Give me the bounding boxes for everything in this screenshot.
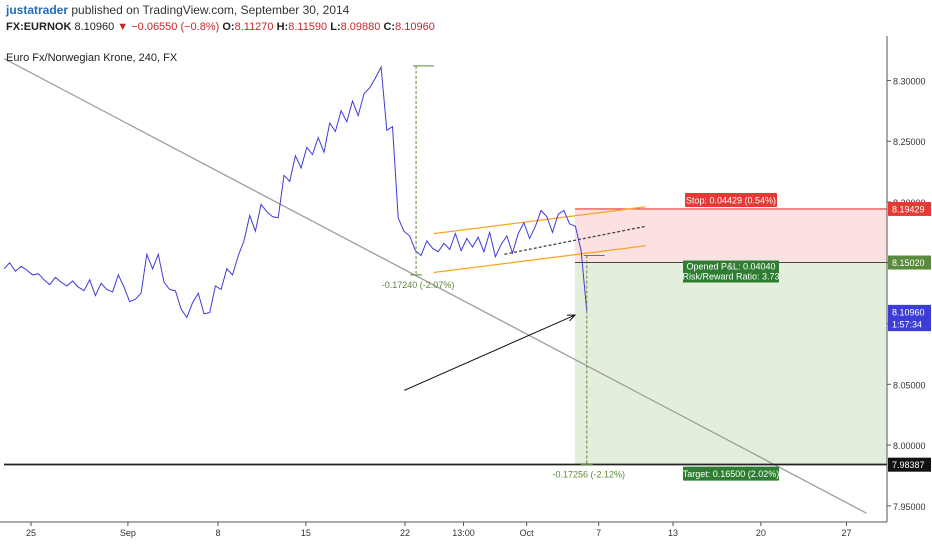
last-price: 8.10960 (74, 21, 115, 33)
x-tick-label: 20 (756, 528, 766, 538)
price-tag: 8.15020 (892, 258, 925, 268)
y-tick-label: 8.05000 (893, 380, 926, 390)
price-tag-box (888, 304, 931, 319)
high-value: 8.11590 (288, 21, 328, 33)
measure-label: -0.17256 (-2.12%) (553, 470, 626, 480)
quote-line: FX:EURNOK 8.10960 ▼ −0.06550 (−0.8%) O:8… (6, 21, 435, 33)
low-value: 8.09880 (340, 21, 381, 33)
arrow-head (567, 314, 577, 322)
price-tag-box (888, 255, 931, 270)
risk-zone (575, 208, 887, 263)
target-label: Target: 0.16500 (2.02%) (683, 469, 780, 479)
publish-info: justatrader published on TradingView.com… (6, 3, 349, 17)
high-label: H: (276, 21, 289, 33)
chart-title: Euro Fx/Norwegian Krone, 240, FX (6, 52, 178, 64)
open-label: O: (222, 21, 235, 33)
price-chart[interactable]: Euro Fx/Norwegian Krone, 240, FX -0.17240… (0, 36, 932, 550)
pnl-box (683, 260, 780, 283)
x-tick-label: 25 (26, 528, 36, 538)
price-tag-box (888, 317, 931, 332)
trendline-major-downtrend[interactable] (3, 58, 867, 514)
stop-label: Stop: 0.04429 (0.54%) (686, 195, 776, 205)
rr-label: Risk/Reward Ratio: 3.73 (682, 272, 779, 282)
x-tick-label: 22 (400, 528, 410, 538)
x-tick-label: 8 (215, 528, 220, 538)
x-tick-label: 7 (596, 528, 601, 538)
price-tag-box (888, 201, 931, 216)
trendline-channel-lower[interactable] (433, 245, 646, 274)
trendline-channel-mid[interactable] (504, 225, 646, 255)
open-value: 8.11270 (234, 21, 274, 33)
price-tag: 1:57:34 (892, 320, 922, 330)
target-label-box (683, 466, 780, 481)
price-tag: 8.10960 (892, 307, 925, 317)
x-tick-label: 27 (841, 528, 851, 538)
y-tick-label: 7.95000 (893, 502, 926, 512)
price-tag-box (888, 457, 931, 472)
symbol[interactable]: FX:EURNOK (6, 21, 72, 33)
arrow-line (404, 314, 576, 391)
x-tick-label: 13:00 (452, 528, 475, 538)
author-link[interactable]: justatrader (6, 3, 69, 17)
price-tag: 7.98387 (892, 460, 925, 470)
y-tick-label: 8.00000 (893, 441, 926, 451)
x-tick-label: 15 (301, 528, 311, 538)
price-change: ▼ −0.06550 (−0.8%) (117, 21, 220, 33)
close-label: C: (383, 21, 396, 33)
y-tick-label: 8.25000 (893, 137, 926, 147)
reward-zone (575, 262, 887, 465)
stop-label-box (685, 192, 778, 207)
price-tag: 8.19429 (892, 204, 925, 214)
x-tick-label: Sep (120, 528, 136, 538)
chart-header: justatrader published on TradingView.com… (0, 0, 932, 36)
published-text: published on TradingView.com, September … (71, 3, 350, 17)
x-tick-label: 13 (668, 528, 678, 538)
price-series-line (3, 65, 588, 319)
close-value: 8.10960 (395, 21, 435, 33)
pnl-label: Opened P&L: 0.04040 (686, 262, 775, 272)
measure-label: -0.17240 (-2.07%) (382, 280, 455, 290)
chart-area[interactable]: Euro Fx/Norwegian Krone, 240, FX -0.17240… (0, 36, 932, 550)
y-tick-label: 8.30000 (893, 76, 926, 86)
trendline-channel-upper[interactable] (433, 206, 646, 235)
low-label: L: (330, 21, 341, 33)
x-tick-label: Oct (520, 528, 535, 538)
